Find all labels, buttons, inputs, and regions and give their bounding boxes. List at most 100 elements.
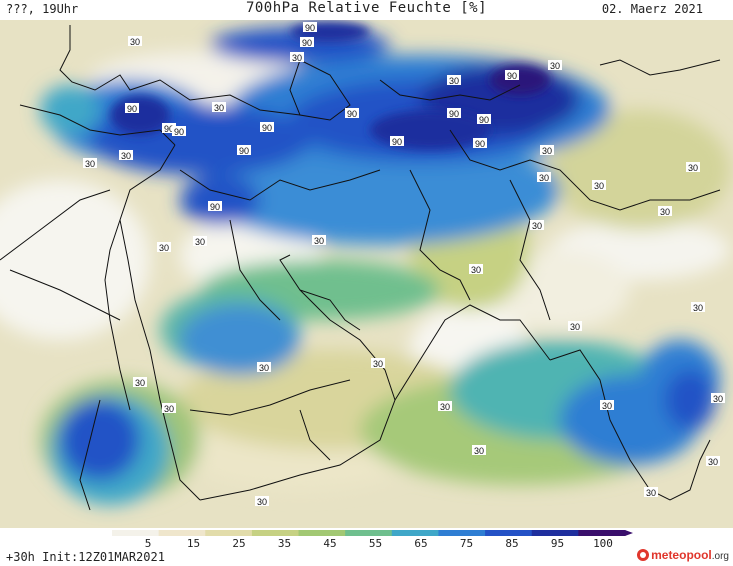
colorbar-swatch (158, 530, 206, 536)
iso-label-30-4: 30 (212, 102, 226, 113)
iso-label-90-11: 90 (237, 145, 251, 156)
iso-label-30-27: 30 (290, 52, 304, 63)
brand-domain: .org (711, 551, 729, 562)
svg-text:30: 30 (693, 303, 703, 313)
iso-label-90-13: 90 (303, 22, 317, 33)
iso-label-30-8: 30 (592, 180, 606, 191)
colorbar-swatch (112, 530, 160, 536)
svg-text:90: 90 (449, 109, 459, 119)
iso-label-90-9: 90 (390, 136, 404, 147)
svg-text:30: 30 (159, 243, 169, 253)
colorbar-swatch (298, 530, 346, 536)
iso-label-30-20: 30 (162, 403, 176, 414)
svg-text:30: 30 (85, 159, 95, 169)
iso-label-30-17: 30 (371, 358, 385, 369)
valid-time-label: ???, 19Uhr (6, 2, 79, 16)
svg-text:30: 30 (471, 265, 481, 275)
colorbar-swatch (485, 530, 533, 536)
iso-label-90-8: 90 (172, 126, 186, 137)
svg-text:30: 30 (257, 497, 267, 507)
iso-label-30-24: 30 (706, 456, 720, 467)
svg-text:30: 30 (539, 173, 549, 183)
iso-label-30-1: 30 (128, 36, 142, 47)
map-footer: 5 15 25 35 45 55 65 75 85 95 100 +30h Init:12Z01MA… (0, 528, 733, 566)
iso-label-30-26: 30 (255, 496, 269, 507)
svg-text:30: 30 (214, 103, 224, 113)
brand-logo[interactable]: meteopool.org (637, 548, 729, 562)
iso-label-30-5: 30 (119, 150, 133, 161)
svg-text:30: 30 (440, 402, 450, 412)
iso-label-30-14: 30 (469, 264, 483, 275)
iso-label-90-3: 90 (125, 103, 139, 114)
colorbar-tick-label: 15 (187, 537, 200, 550)
map-header: ???, 19Uhr 700hPa Relative Feuchte [%] 0… (0, 0, 733, 20)
iso-label-90-6: 90 (477, 114, 491, 125)
svg-text:90: 90 (347, 109, 357, 119)
iso-label-90-14: 90 (260, 122, 274, 133)
svg-text:90: 90 (239, 146, 249, 156)
svg-text:30: 30 (594, 181, 604, 191)
svg-text:30: 30 (542, 146, 552, 156)
svg-text:30: 30 (532, 221, 542, 231)
iso-label-30-30: 30 (600, 400, 614, 411)
svg-text:30: 30 (550, 61, 560, 71)
colorbar-tick-label: 75 (460, 537, 473, 550)
iso-label-30-19: 30 (133, 377, 147, 388)
iso-label-90-5: 90 (447, 108, 461, 119)
init-time-label: +30h Init:12Z01MAR2021 (6, 550, 165, 564)
iso-label-30-11: 30 (312, 235, 326, 246)
iso-label-30-23: 30 (472, 445, 486, 456)
svg-text:30: 30 (195, 237, 205, 247)
iso-label-30-10: 30 (658, 206, 672, 217)
svg-text:90: 90 (262, 123, 272, 133)
colorbar-tick-label: 85 (505, 537, 518, 550)
svg-text:30: 30 (660, 207, 670, 217)
brand-name: meteopool (651, 548, 712, 562)
colorbar-tick-label: 5 (145, 537, 152, 550)
svg-text:30: 30 (259, 363, 269, 373)
iso-label-30-7: 30 (537, 172, 551, 183)
svg-text:90: 90 (174, 127, 184, 137)
iso-label-30-21: 30 (438, 401, 452, 412)
humidity-map: 90 90 90 90 90 90 90 90 90 90 90 90 90 9… (0, 20, 733, 528)
forecast-date: 02. Maerz 2021 (601, 2, 703, 16)
iso-label-90-10: 90 (473, 138, 487, 149)
svg-text:90: 90 (164, 124, 174, 134)
iso-label-90-4: 90 (345, 108, 359, 119)
colorbar-tick-label: 95 (551, 537, 564, 550)
colorbar-tick-label: 25 (232, 537, 245, 550)
colorbar-swatch (531, 530, 579, 536)
svg-text:30: 30 (708, 457, 718, 467)
svg-text:90: 90 (392, 137, 402, 147)
iso-label-30-15: 30 (691, 302, 705, 313)
svg-text:30: 30 (688, 163, 698, 173)
svg-text:90: 90 (475, 139, 485, 149)
svg-text:30: 30 (314, 236, 324, 246)
svg-text:30: 30 (474, 446, 484, 456)
iso-label-30-12: 30 (193, 236, 207, 247)
colorbar-swatch (251, 530, 300, 536)
svg-text:30: 30 (713, 394, 723, 404)
svg-text:30: 30 (121, 151, 131, 161)
colorbar-tick-label: 45 (323, 537, 336, 550)
humidity-field (0, 27, 730, 505)
colorbar-tick-label: 55 (369, 537, 382, 550)
colorbar-swatch (205, 530, 253, 536)
colorbar-arrow-icon (625, 530, 633, 536)
svg-text:30: 30 (602, 401, 612, 411)
colorbar-swatch (345, 530, 393, 536)
coastlines (0, 25, 721, 511)
colorbar-swatch (438, 530, 486, 536)
iso-label-30-29: 30 (530, 220, 544, 231)
colorbar-swatch (391, 530, 439, 536)
colorbar-swatch (578, 530, 626, 536)
iso-label-30-6: 30 (83, 158, 97, 169)
iso-label-30-18: 30 (257, 362, 271, 373)
svg-text:30: 30 (570, 322, 580, 332)
iso-label-30-13: 30 (157, 242, 171, 253)
svg-text:90: 90 (210, 202, 220, 212)
colorbar: 5 15 25 35 45 55 65 75 85 95 100 (112, 530, 633, 550)
colorbar-tick-label: 35 (278, 537, 291, 550)
iso-label-90-7: 90 (162, 123, 176, 134)
